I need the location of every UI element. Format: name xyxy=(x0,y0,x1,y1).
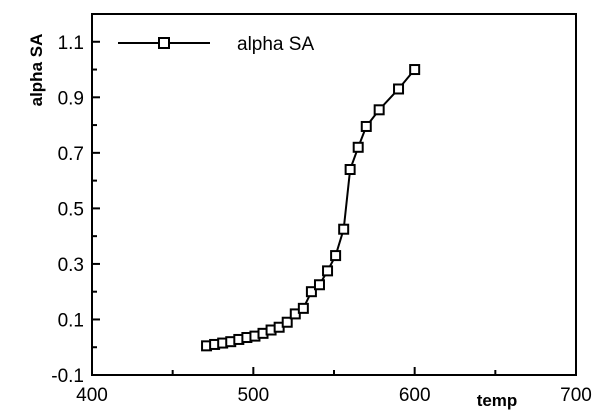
x-tick-label: 600 xyxy=(399,385,431,406)
data-point-marker xyxy=(322,265,334,277)
data-point-marker xyxy=(373,104,385,116)
data-point-marker xyxy=(352,141,364,153)
legend: alpha SA xyxy=(118,34,314,55)
y-tick-label: 0.3 xyxy=(58,255,84,276)
y-tick-label: -0.1 xyxy=(51,366,84,387)
legend-marker-sample xyxy=(158,37,170,49)
x-tick-label: 700 xyxy=(560,385,592,406)
legend-label: alpha SA xyxy=(237,34,314,55)
x-tick-label: 400 xyxy=(76,385,108,406)
y-tick-label: 0.7 xyxy=(58,144,84,165)
x-axis-ticks: 400 500 600 700 xyxy=(76,367,592,406)
y-tick-label: 0.1 xyxy=(58,310,84,331)
y-axis-ticks: -0.1 0.1 0.3 0.5 0.7 0.9 1.1 xyxy=(51,33,100,387)
y-axis-title: alpha SA xyxy=(27,34,46,107)
y-tick-label: 0.5 xyxy=(58,199,84,220)
y-tick-label: 1.1 xyxy=(58,33,84,54)
data-point-marker xyxy=(360,120,372,132)
data-point-marker xyxy=(393,83,405,95)
x-axis-title: temp xyxy=(477,391,518,410)
data-point-marker xyxy=(313,279,325,291)
data-point-marker xyxy=(409,64,421,76)
data-point-marker xyxy=(297,302,309,314)
data-point-marker xyxy=(330,250,342,262)
data-point-marker xyxy=(281,316,293,328)
data-point-marker xyxy=(289,308,301,320)
data-point-marker xyxy=(344,164,356,176)
data-point-marker xyxy=(305,286,317,298)
series-markers xyxy=(201,64,421,352)
x-tick-label: 500 xyxy=(237,385,269,406)
plot-frame xyxy=(91,13,577,376)
y-tick-label: 0.9 xyxy=(58,88,84,109)
data-point-marker xyxy=(338,223,350,235)
